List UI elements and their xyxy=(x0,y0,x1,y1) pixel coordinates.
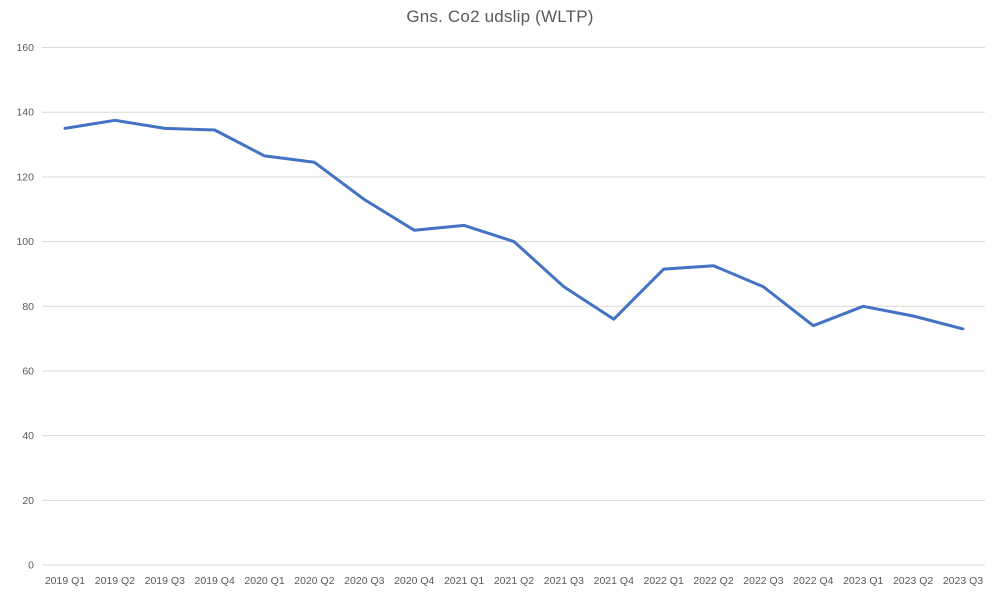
y-axis-tick-label: 140 xyxy=(16,107,34,119)
x-axis-tick-label: 2019 Q3 xyxy=(145,575,185,587)
y-axis-tick-label: 60 xyxy=(22,365,34,377)
x-axis-tick-label: 2019 Q1 xyxy=(45,575,85,587)
x-axis-tick-label: 2022 Q3 xyxy=(743,575,783,587)
y-axis-tick-label: 120 xyxy=(16,171,34,183)
x-axis-tick-label: 2021 Q2 xyxy=(494,575,534,587)
x-axis-tick-label: 2020 Q1 xyxy=(244,575,284,587)
x-axis-tick-label: 2022 Q4 xyxy=(793,575,833,587)
x-axis-tick-label: 2021 Q4 xyxy=(594,575,634,587)
x-axis-tick-label: 2020 Q2 xyxy=(294,575,334,587)
x-axis-tick-label: 2019 Q4 xyxy=(195,575,235,587)
x-axis-tick-label: 2022 Q2 xyxy=(693,575,733,587)
x-axis-tick-label: 2020 Q4 xyxy=(394,575,434,587)
y-axis-tick-label: 0 xyxy=(28,560,34,572)
y-axis-tick-label: 160 xyxy=(16,42,34,54)
chart-title: Gns. Co2 udslip (WLTP) xyxy=(406,7,594,26)
y-axis-tick-label: 80 xyxy=(22,301,34,313)
x-axis-tick-label: 2020 Q3 xyxy=(344,575,384,587)
data-series-line xyxy=(63,118,965,331)
y-axis-tick-label: 40 xyxy=(22,430,34,442)
y-axis-tick-label: 100 xyxy=(16,236,34,248)
x-axis-tick-label: 2021 Q3 xyxy=(544,575,584,587)
y-axis-tick-label: 20 xyxy=(22,495,34,507)
x-axis-tick-label: 2022 Q1 xyxy=(644,575,684,587)
x-axis-tick-label: 2023 Q3 xyxy=(943,575,983,587)
x-axis-tick-label: 2021 Q1 xyxy=(444,575,484,587)
x-axis-tick-label: 2023 Q2 xyxy=(893,575,933,587)
x-axis-tick-label: 2019 Q2 xyxy=(95,575,135,587)
x-axis-tick-label: 2023 Q1 xyxy=(843,575,883,587)
